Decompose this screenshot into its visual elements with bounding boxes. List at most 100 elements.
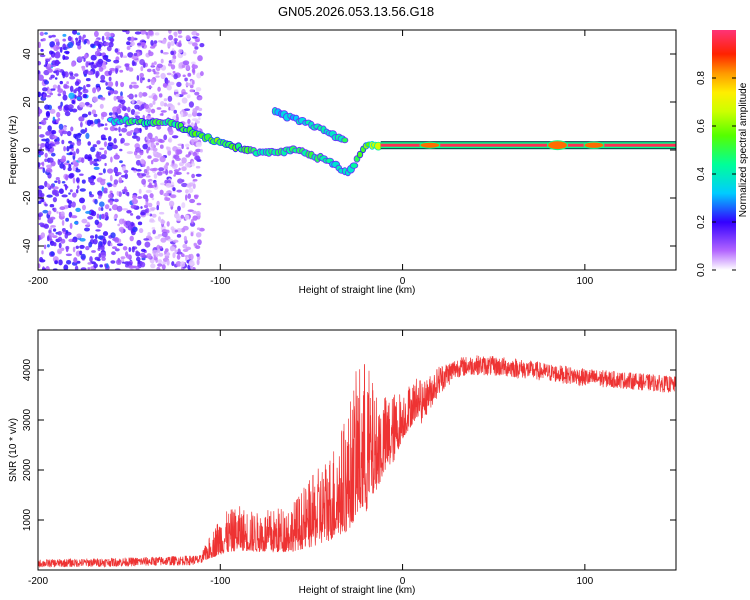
spectrogram-noise-point [91,210,97,217]
spectrogram-noise-point [62,164,66,171]
spectrogram-noise-point [155,252,159,258]
spectrogram-noise-point [83,85,86,91]
spectrogram-noise-point [177,102,181,106]
spectrogram-noise-point [71,147,74,152]
spectrogram-noise-point [164,255,170,259]
spectrogram-noise-point [45,110,51,117]
spectrogram-noise-point [194,91,200,96]
spectrogram-noise-point [62,54,66,61]
spectrogram-noise-point [92,144,98,148]
spectrogram-noise-point [160,58,164,64]
spectrogram-noise-point [182,225,189,231]
colorbar: 0.0 0.2 0.4 0.6 0.8 Normalized spectral ampl… [696,30,749,277]
colorbar-tick-label: 0.2 [696,215,707,229]
spectrogram-noise-point [88,241,93,248]
spectrogram-noise-point [134,31,142,35]
spectrogram-noise-point [166,221,170,227]
spectrogram-noise-point [157,263,163,267]
spectrogram-noise-point [50,225,56,228]
spectrogram-noise-point [43,117,49,121]
spectrogram-noise-point [44,141,50,149]
spectrogram-noise-point [58,188,64,194]
spectrogram-noise-point [72,246,76,253]
spectrogram-noise-point [155,75,160,78]
spectrogram-noise-point [135,250,139,254]
spectrogram-noise-point [145,189,152,194]
spectrogram-noise-point [64,71,69,78]
spectrogram-noise-point [151,160,154,165]
spectrogram-noise-point [61,219,65,226]
spectrogram-noise-point [110,242,113,247]
spectrogram-noise-point [178,167,181,171]
spectrogram-noise-point [79,244,85,249]
spectrogram-noise-point [51,34,56,38]
spectrogram-noise-point [125,251,129,257]
spectrogram-noise-point [131,56,138,60]
spectrogram-noise-point [148,51,154,57]
colorbar-tick-label: 0.4 [696,167,707,181]
spectrogram-noise-point [153,94,158,101]
spectrogram-noise-point [96,140,101,145]
spectrogram-noise-point [72,165,76,172]
spectrogram-noise-point [38,185,45,190]
spectrogram-noise-point [143,238,150,241]
spectrogram-noise-point [81,157,85,164]
spectrogram-carrier-bulge [419,141,441,149]
spectrogram-noise-point [119,148,123,152]
spectrogram-noise-point [61,130,68,135]
spectrogram-noise-point [38,162,41,168]
spectrogram-noise-point [85,78,91,82]
spectrogram-noise-point [181,182,188,188]
spectrogram-noise-point [160,101,165,107]
spectrogram-noise-point [104,162,107,167]
spectrogram-noise-point [162,38,167,45]
spectrogram-noise-point [166,259,170,266]
spectrogram-noise-point [140,211,146,216]
spectrogram-noise-point [141,178,147,185]
spectrogram-noise-point [108,76,112,82]
spectrogram-noise-point [54,180,58,183]
spectrogram-noise-point [136,136,141,142]
spectrogram-noise-point [65,217,69,222]
spectrogram-noise-point [65,51,70,55]
spectrogram-noise-point [44,32,48,35]
spectrogram-noise-point [191,63,196,70]
spectrogram-noise-point [127,225,133,231]
spectrogram-carrier-bulge [547,140,569,151]
spectrogram-noise-point [96,61,103,68]
spectrogram-noise-point [150,40,154,46]
spectrogram-noise-point [190,232,194,237]
spectrogram-noise-point [41,138,48,142]
spectrogram-noise-point [168,30,172,34]
spectrogram-noise-point [101,35,105,42]
spectrogram-noise-point [55,119,59,124]
spectrogram-noise-point [189,84,194,89]
spectrogram-noise-point [62,72,66,79]
spectrogram-noise-point [138,91,143,98]
spectrogram-noise-point [173,109,177,114]
spectrogram-noise-point [177,35,183,38]
spectrogram-noise-point [181,253,185,257]
spectrogram-noise-point [93,238,98,245]
spectrogram-noise-point [175,157,181,161]
spectrogram-noise-point [75,148,80,154]
spectrogram-noise-point [52,84,58,90]
spectrogram-noise-point [122,246,128,251]
spectrogram-noise-point [107,183,113,188]
spectrogram-noise-point [150,108,156,114]
x-tick-label: 0 [400,576,406,587]
spectrogram-noise-point [68,163,72,168]
spectrogram-noise-point [150,78,155,86]
spectrogram-noise-point [142,92,148,97]
spectrogram-noise-point [67,200,72,205]
spectrogram-noise-point [90,43,95,48]
spectrogram-noise-point [90,123,94,127]
spectrogram-noise-point [149,193,154,199]
spectrogram-noise-point [71,215,78,219]
spectrogram-noise-point [78,102,86,108]
spectrogram-noise-point [38,201,42,204]
spectrogram-noise-point [127,106,131,113]
spectrogram-carrier-band-core [380,143,676,147]
spectrogram-noise-point [163,98,168,102]
spectrogram-noise-point [52,135,58,139]
